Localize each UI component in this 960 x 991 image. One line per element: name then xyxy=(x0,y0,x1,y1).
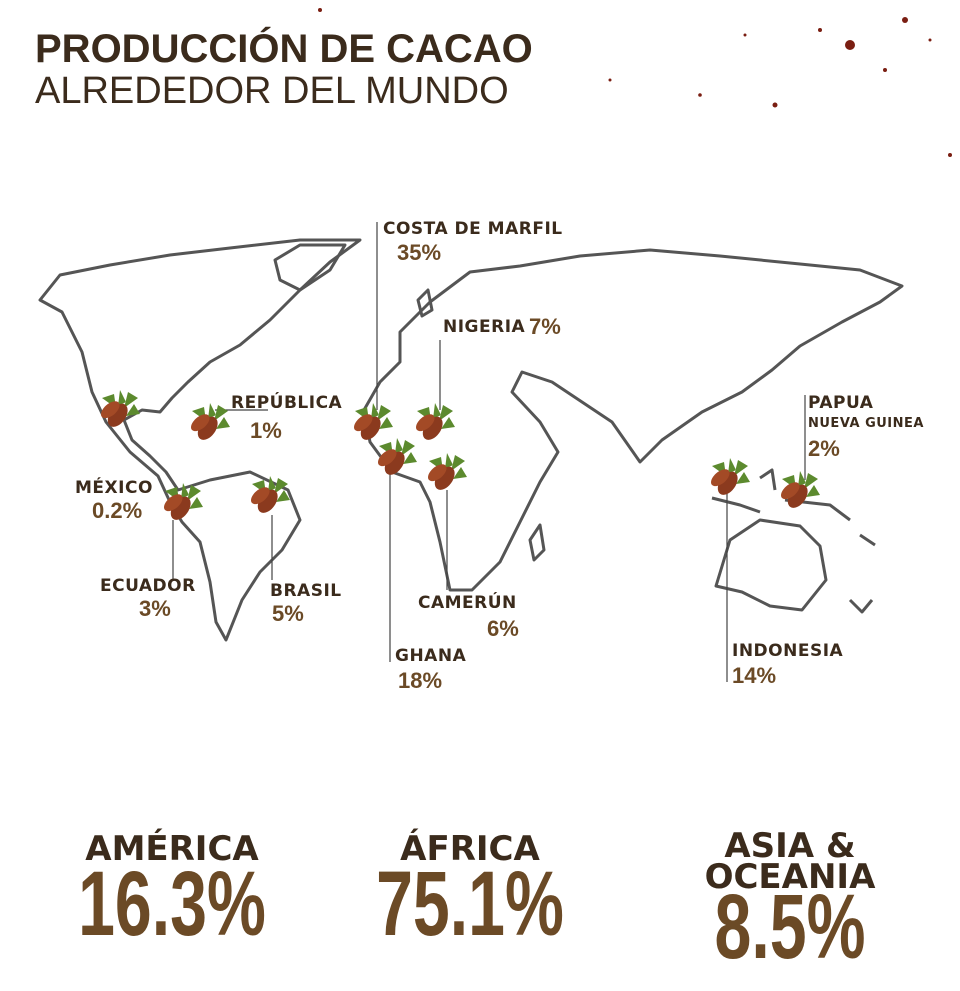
country-name: COSTA DE MARFIL xyxy=(383,219,563,239)
country-subname: NUEVA GUINEA xyxy=(808,416,924,431)
country-share: 3% xyxy=(139,596,171,621)
country-share: 18% xyxy=(398,668,442,693)
country-share: 5% xyxy=(272,601,304,626)
region-name: ÁFRICA xyxy=(400,828,540,869)
country-name: PAPUA xyxy=(808,393,874,413)
country-share: 1% xyxy=(250,418,282,443)
country-share: 2% xyxy=(808,436,840,461)
region-share: 8.5% xyxy=(715,874,866,977)
splatter xyxy=(318,8,952,157)
world-map xyxy=(38,238,904,642)
country-name: REPÚBLICA xyxy=(231,391,343,413)
country-name: GHANA xyxy=(395,646,467,666)
country-labels: COSTA DE MARFIL 35% NIGERIA 7% REPÚBLICA… xyxy=(75,219,924,693)
country-share: 0.2% xyxy=(92,498,142,523)
region-name: AMÉRICA xyxy=(85,828,259,869)
country-share: 7% xyxy=(529,314,561,339)
country-share: 14% xyxy=(732,663,776,688)
subtitle: ALREDEDOR DEL MUNDO xyxy=(35,70,509,112)
country-name: MÉXICO xyxy=(75,476,153,498)
region-totals: AMÉRICA 16.3% ÁFRICA 75.1% ASIA & OCEANI… xyxy=(78,826,876,978)
country-name: ECUADOR xyxy=(100,576,196,596)
country-name: BRASIL xyxy=(270,581,342,601)
country-name: NIGERIA xyxy=(443,317,526,337)
region-subname: OCEANIA xyxy=(705,857,877,897)
country-share: 6% xyxy=(487,616,519,641)
country-name: CAMERÚN xyxy=(418,591,517,613)
region-share: 16.3% xyxy=(78,851,266,954)
title: PRODUCCIÓN DE CACAO xyxy=(35,25,533,71)
region-share: 75.1% xyxy=(376,851,564,954)
country-share: 35% xyxy=(397,240,441,265)
region-name: ASIA & xyxy=(724,826,855,866)
markers xyxy=(97,222,820,682)
country-name: INDONESIA xyxy=(732,641,844,661)
